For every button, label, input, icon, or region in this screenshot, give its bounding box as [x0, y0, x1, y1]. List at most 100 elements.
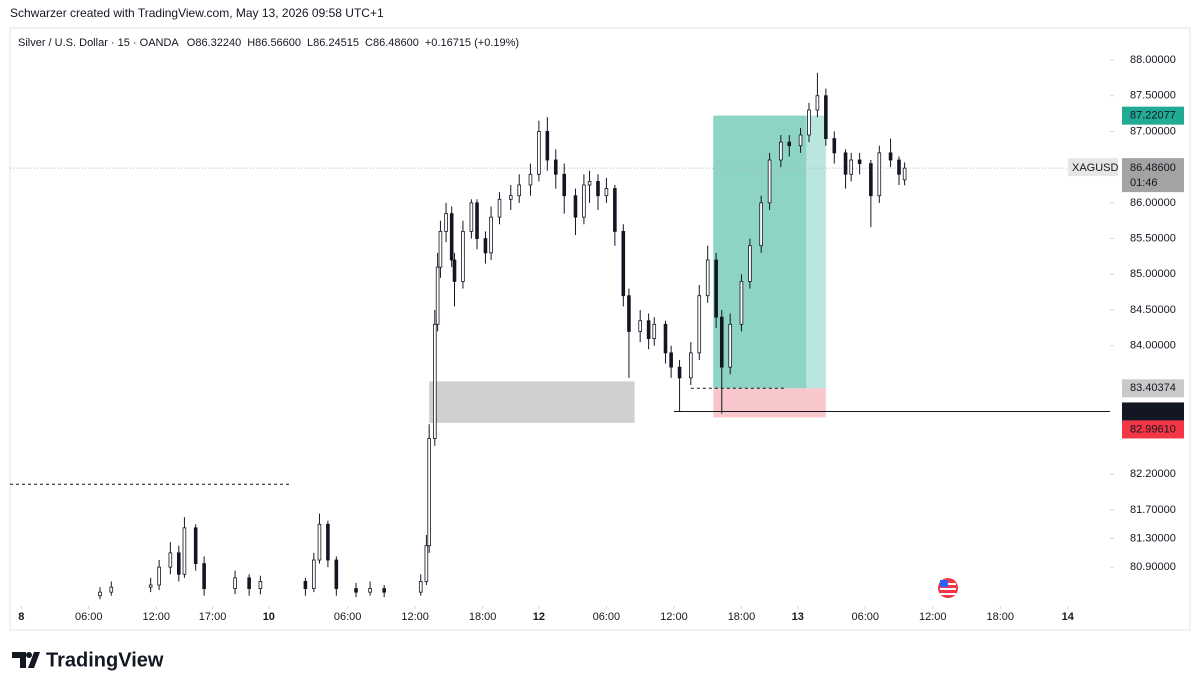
- us-flag-icon: [938, 578, 958, 598]
- candle-body: [748, 245, 752, 282]
- candle-body: [168, 552, 173, 568]
- candle-body: [719, 316, 724, 368]
- candle-body: [545, 131, 550, 161]
- plot-area: [10, 72, 1110, 600]
- candle-body: [652, 323, 657, 339]
- logo-mark: [12, 652, 40, 668]
- candle-body: [669, 352, 673, 368]
- x-tick-label: 13: [792, 611, 804, 623]
- candle-body: [258, 581, 263, 589]
- price-label-box: [1122, 379, 1184, 398]
- candle-body: [888, 152, 893, 161]
- stop-area: [713, 388, 826, 418]
- flag-stripe: [940, 593, 956, 595]
- brand-name: TradingView: [46, 649, 164, 671]
- candle-body: [449, 213, 454, 261]
- price-label: 83.07966: [1130, 405, 1176, 417]
- candle-body: [739, 281, 744, 325]
- candle-body: [438, 231, 443, 268]
- candle-body: [424, 545, 429, 582]
- candle-body: [663, 323, 668, 354]
- candle-body: [435, 266, 440, 325]
- candle-body: [202, 563, 206, 589]
- last-price-box: [1122, 158, 1184, 193]
- candle-body: [857, 159, 862, 164]
- candle-body: [452, 259, 457, 282]
- x-tick-label: 12:00: [660, 611, 688, 623]
- symbol-box: [1068, 158, 1118, 177]
- y-tick-label: 84.00000: [1130, 340, 1176, 352]
- x-tick-label: 18:00: [728, 611, 756, 623]
- candle-body: [807, 109, 811, 136]
- supply-demand-zone: [429, 381, 635, 423]
- candle-body: [553, 159, 558, 175]
- candle-body: [444, 213, 448, 232]
- last-price-label: 86.48600: [1130, 162, 1176, 174]
- logo-dot: [26, 652, 32, 658]
- candle-body: [326, 523, 330, 561]
- x-tick-label: 06:00: [334, 611, 362, 623]
- candle-body: [714, 259, 718, 318]
- target-filled: [713, 115, 807, 389]
- candle-body: [621, 231, 626, 297]
- candle-body: [562, 173, 567, 197]
- credit: Schwarzer created with TradingView.com, …: [10, 6, 384, 20]
- symbol-title: Silver / U.S. Dollar · 15 · OANDA: [18, 37, 179, 49]
- symbol-label: XAGUSD: [1072, 162, 1119, 174]
- y-tick-label: 86.00000: [1130, 197, 1176, 209]
- candle-body: [334, 559, 339, 589]
- candle-body: [176, 552, 181, 575]
- x-tick-label: 17:00: [199, 611, 227, 623]
- candle-body: [528, 173, 533, 186]
- y-tick-label: 88.00000: [1130, 54, 1176, 66]
- candle-body: [475, 202, 479, 239]
- candle-body: [582, 184, 586, 218]
- candle-body: [312, 559, 316, 589]
- candle-body: [596, 181, 600, 197]
- candle-body: [489, 216, 493, 254]
- candle-body: [697, 295, 702, 354]
- x-tick-label: 06:00: [75, 611, 103, 623]
- x-tick-label: 12:00: [143, 611, 171, 623]
- candle-body: [604, 188, 609, 197]
- price-label: 82.99610: [1130, 423, 1176, 435]
- candle-body: [759, 202, 763, 247]
- candle-body: [824, 95, 828, 139]
- candle-body: [433, 323, 437, 439]
- candle-body: [233, 577, 237, 589]
- candle-body: [461, 231, 465, 282]
- ohlc-value: +0.16715 (+0.19%): [425, 37, 519, 49]
- candle-body: [193, 527, 198, 564]
- x-tick-label: 18:00: [987, 611, 1015, 623]
- ohlc-value: H86.56600: [247, 37, 301, 49]
- y-tick-label: 87.50000: [1130, 90, 1176, 102]
- candle-body: [247, 577, 251, 589]
- x-tick-label: 06:00: [851, 611, 879, 623]
- price-label: 87.22077: [1130, 110, 1176, 122]
- ohlc-value: C86.48600: [365, 37, 419, 49]
- y-tick-label: 81.30000: [1130, 532, 1176, 544]
- candle-body: [767, 159, 772, 204]
- candle-body: [877, 152, 882, 197]
- candle-body: [843, 152, 848, 175]
- price-label: 83.40374: [1130, 382, 1176, 394]
- x-tick-label: 12:00: [401, 611, 429, 623]
- candle-body: [418, 581, 423, 593]
- y-tick-label: 84.50000: [1130, 304, 1176, 316]
- x-tick-label: 12:00: [919, 611, 947, 623]
- candle-body: [109, 586, 114, 593]
- candle-body: [787, 141, 792, 147]
- candle-body: [627, 295, 631, 332]
- candle-body: [303, 581, 308, 589]
- candle-body: [368, 588, 372, 593]
- chart-frame: [9, 27, 1191, 631]
- candle-body: [689, 352, 693, 379]
- candle-body: [613, 188, 617, 232]
- brand-logo: TradingView: [12, 649, 164, 671]
- candle-body: [798, 134, 803, 147]
- y-tick-label: 82.20000: [1130, 468, 1176, 480]
- candle-body: [483, 238, 488, 254]
- candle-body: [677, 366, 682, 379]
